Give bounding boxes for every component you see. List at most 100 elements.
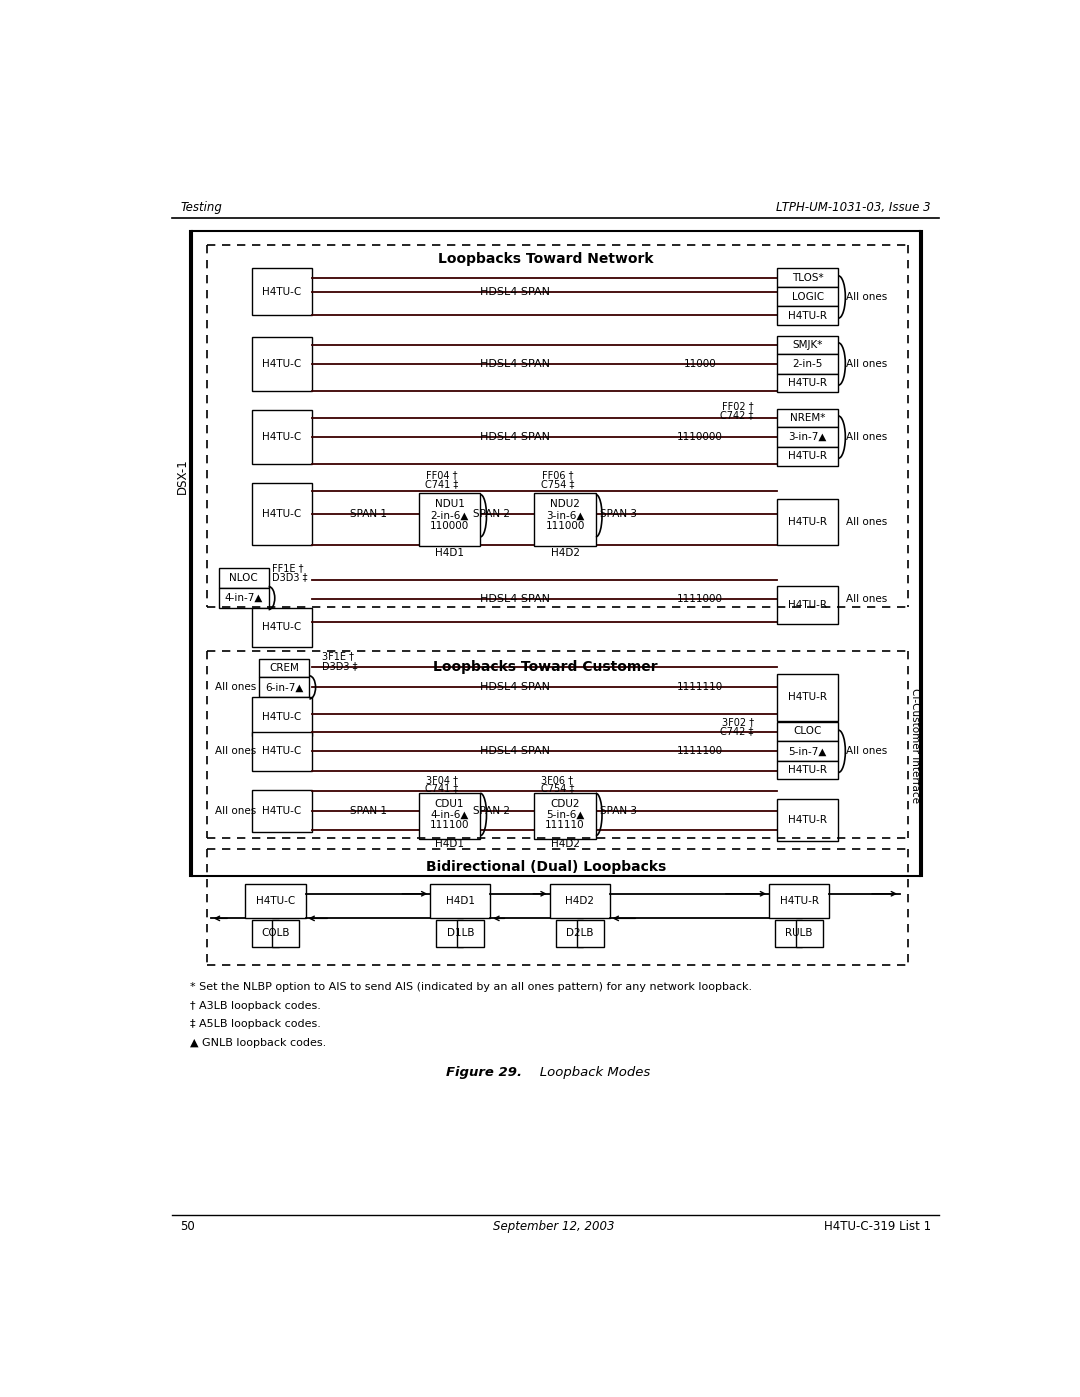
Text: * Set the NLBP option to AIS to send AIS (indicated by an all ones pattern) for : * Set the NLBP option to AIS to send AIS… (190, 982, 752, 992)
Text: H4TU-R: H4TU-R (788, 693, 827, 703)
Text: 5-in-7▲: 5-in-7▲ (788, 746, 827, 756)
Text: 3F1E †: 3F1E † (323, 651, 354, 662)
Text: H4TU-R: H4TU-R (788, 814, 827, 824)
Bar (252, 789, 312, 833)
Text: 111100: 111100 (430, 820, 470, 830)
Bar (556, 921, 583, 947)
Bar (769, 884, 829, 918)
Text: All ones: All ones (846, 292, 888, 302)
Bar (777, 353, 838, 374)
Text: C754 ‡: C754 ‡ (541, 479, 575, 489)
Text: 50: 50 (180, 1220, 194, 1234)
Text: FF02 †: FF02 † (723, 401, 754, 411)
Bar (190, 231, 921, 876)
Bar (777, 675, 838, 721)
Text: C754 ‡: C754 ‡ (541, 784, 575, 793)
Bar (777, 722, 838, 740)
Text: 4-in-7▲: 4-in-7▲ (224, 594, 262, 604)
Bar (796, 921, 823, 947)
Text: C742 ‡: C742 ‡ (720, 411, 754, 420)
Text: H4TU-C: H4TU-C (262, 746, 301, 756)
Text: FF04 †: FF04 † (427, 471, 458, 481)
Text: SMJK*: SMJK* (793, 339, 823, 349)
Text: D3D3 ‡: D3D3 ‡ (272, 573, 308, 583)
Text: C741 ‡: C741 ‡ (426, 479, 459, 489)
Bar (777, 286, 838, 306)
Text: 3-in-7▲: 3-in-7▲ (788, 432, 827, 441)
Bar (252, 337, 312, 391)
Bar (577, 921, 604, 947)
Text: All ones: All ones (846, 746, 888, 756)
Text: H4TU-R: H4TU-R (788, 312, 827, 321)
Text: All ones: All ones (846, 359, 888, 369)
Bar (272, 921, 299, 947)
Text: NDU2: NDU2 (550, 499, 580, 509)
Text: 3F04 †: 3F04 † (426, 775, 458, 785)
Bar (436, 921, 463, 947)
Bar (252, 483, 312, 545)
Text: H4TU-C: H4TU-C (262, 622, 301, 633)
Text: TLOS*: TLOS* (792, 272, 823, 282)
Text: SPAN 1: SPAN 1 (350, 806, 388, 816)
Bar (430, 884, 490, 918)
Text: 111110: 111110 (545, 820, 585, 830)
Text: CI-Customer Interface: CI-Customer Interface (910, 687, 920, 803)
Text: RULB: RULB (785, 928, 813, 937)
Bar (252, 608, 312, 647)
Bar (550, 884, 610, 918)
Text: Testing: Testing (180, 201, 221, 214)
Text: 111000: 111000 (545, 521, 584, 531)
Text: C741 ‡: C741 ‡ (426, 784, 459, 793)
Text: 3F06 †: 3F06 † (541, 775, 573, 785)
Text: H4D2: H4D2 (551, 838, 580, 849)
Bar (252, 921, 279, 947)
Text: H4TU-C: H4TU-C (262, 359, 301, 369)
Text: HDSL4 SPAN: HDSL4 SPAN (480, 359, 550, 369)
Bar (419, 493, 481, 546)
Bar (777, 740, 838, 760)
Text: 110000: 110000 (430, 521, 469, 531)
Text: FF1E †: FF1E † (272, 563, 303, 573)
Text: H4TU-C-319 List 1: H4TU-C-319 List 1 (824, 1220, 931, 1234)
Bar (259, 659, 309, 678)
Text: H4TU-C: H4TU-C (262, 509, 301, 520)
Text: H4D2: H4D2 (565, 897, 594, 907)
Bar (218, 588, 269, 608)
Text: DSX-1: DSX-1 (176, 458, 189, 493)
Text: H4TU-R: H4TU-R (788, 379, 827, 388)
Text: D3D3 ‡: D3D3 ‡ (323, 661, 357, 671)
Bar (777, 499, 838, 545)
Bar (252, 732, 312, 771)
Bar (419, 793, 481, 840)
Text: September 12, 2003: September 12, 2003 (492, 1220, 615, 1234)
Text: 2-in-6▲: 2-in-6▲ (430, 511, 469, 521)
Bar (777, 427, 838, 447)
Bar (245, 884, 306, 918)
Text: 4-in-6▲: 4-in-6▲ (430, 809, 469, 820)
Text: SPAN 3: SPAN 3 (600, 509, 637, 520)
Bar (252, 411, 312, 464)
Text: NDU1: NDU1 (434, 499, 464, 509)
Bar (777, 799, 838, 841)
Bar (252, 268, 312, 316)
Text: Bidirectional (Dual) Loopbacks: Bidirectional (Dual) Loopbacks (426, 859, 666, 873)
Text: H4TU-C: H4TU-C (262, 432, 301, 441)
Text: D2LB: D2LB (566, 928, 593, 937)
Text: NREM*: NREM* (789, 414, 825, 423)
Text: All ones: All ones (215, 806, 256, 816)
Bar (775, 921, 802, 947)
Text: SPAN 1: SPAN 1 (350, 509, 388, 520)
Text: H4TU-C: H4TU-C (262, 806, 301, 816)
Text: D1LB: D1LB (446, 928, 474, 937)
Text: H4TU-R: H4TU-R (788, 451, 827, 461)
Text: SPAN 2: SPAN 2 (473, 806, 511, 816)
Text: Figure 29.: Figure 29. (446, 1066, 522, 1078)
Text: LTPH-UM-1031-03, Issue 3: LTPH-UM-1031-03, Issue 3 (777, 201, 931, 214)
Text: CREM: CREM (269, 664, 299, 673)
Text: 3F02 †: 3F02 † (721, 717, 754, 726)
Bar (218, 569, 269, 588)
Bar (777, 374, 838, 393)
Text: ‡ A5LB loopback codes.: ‡ A5LB loopback codes. (190, 1020, 321, 1030)
Text: All ones: All ones (215, 746, 256, 756)
Text: HDSL4 SPAN: HDSL4 SPAN (480, 746, 550, 756)
